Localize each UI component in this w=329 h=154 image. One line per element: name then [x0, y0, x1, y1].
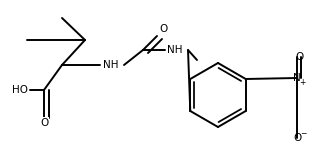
Text: +: +: [299, 77, 305, 87]
Text: −: −: [300, 130, 306, 138]
Text: NH: NH: [103, 60, 119, 70]
Text: O: O: [295, 52, 303, 62]
Text: N: N: [293, 73, 301, 83]
Text: O: O: [40, 118, 48, 128]
Text: NH: NH: [167, 45, 183, 55]
Text: O: O: [293, 133, 301, 143]
Text: HO: HO: [12, 85, 28, 95]
Text: O: O: [159, 24, 167, 34]
